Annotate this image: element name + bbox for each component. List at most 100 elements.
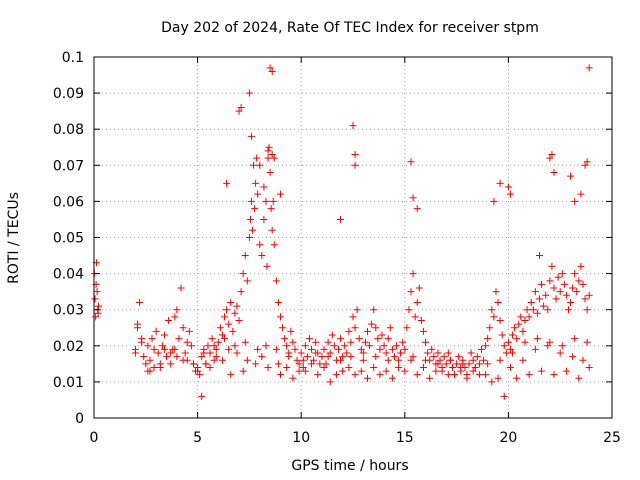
data-point [558, 342, 566, 350]
chart-title: Day 202 of 2024, Rate Of TEC Index for r… [161, 20, 539, 36]
data-point [202, 360, 210, 368]
data-point [198, 392, 206, 400]
data-point [575, 277, 583, 285]
data-point [579, 356, 587, 364]
data-point [415, 284, 423, 292]
data-point [401, 345, 409, 353]
data-point [268, 150, 276, 158]
data-point [262, 342, 270, 350]
data-point [266, 169, 274, 177]
data-point [533, 309, 541, 317]
data-point [131, 349, 139, 357]
data-point [345, 363, 353, 371]
data-point [289, 338, 297, 346]
data-point [254, 345, 262, 353]
data-point [171, 313, 179, 321]
data-point [287, 327, 295, 335]
data-point [285, 353, 293, 361]
data-point [239, 367, 247, 375]
data-point [212, 353, 220, 361]
data-point [198, 353, 206, 361]
data-point [150, 345, 158, 353]
axis-ticks [93, 56, 613, 419]
data-point [438, 367, 446, 375]
data-point [531, 345, 539, 353]
data-point [339, 367, 347, 375]
data-point [376, 345, 384, 353]
x-tick-label: 15 [396, 430, 414, 446]
data-point [267, 205, 275, 213]
data-point [388, 374, 396, 382]
data-point [562, 367, 570, 375]
data-point [488, 378, 496, 386]
x-tick-label: 25 [603, 430, 621, 446]
data-point [538, 280, 546, 288]
data-point [173, 306, 181, 314]
data-point [269, 197, 277, 205]
data-point [428, 345, 436, 353]
data-point [403, 324, 411, 332]
data-point [239, 270, 247, 278]
data-point [538, 367, 546, 375]
data-point [467, 349, 475, 357]
data-point [382, 367, 390, 375]
data-point [393, 342, 401, 350]
data-point [235, 317, 243, 325]
data-point [173, 353, 181, 361]
data-point [258, 252, 266, 260]
data-point [486, 324, 494, 332]
data-point [212, 345, 220, 353]
data-point [347, 353, 355, 361]
data-point [266, 64, 274, 72]
data-point [318, 353, 326, 361]
data-point [94, 309, 102, 317]
data-point [264, 363, 272, 371]
data-point [364, 327, 372, 335]
data-point [297, 349, 305, 357]
data-point [509, 331, 517, 339]
data-point [488, 306, 496, 314]
data-point [247, 132, 255, 140]
data-point [550, 169, 558, 177]
data-point [310, 356, 318, 364]
data-point [432, 367, 440, 375]
data-point [502, 349, 510, 357]
data-point [264, 154, 272, 162]
data-point [299, 363, 307, 371]
data-point [506, 363, 514, 371]
data-point [531, 288, 539, 296]
data-point [320, 345, 328, 353]
data-point [585, 291, 593, 299]
data-point [361, 338, 369, 346]
data-point [482, 342, 490, 350]
data-point [548, 262, 556, 270]
data-point [556, 288, 564, 296]
data-point [265, 143, 273, 151]
data-point [276, 371, 284, 379]
data-point [249, 226, 257, 234]
data-point [308, 360, 316, 368]
data-point [253, 154, 261, 162]
data-point [281, 335, 289, 343]
data-point [571, 270, 579, 278]
y-tick-labels: 0 0.01 0.02 0.03 0.04 0.05 0.06 0.07 0.08 0.09 0.1 [53, 50, 84, 427]
data-point [167, 360, 175, 368]
data-point [243, 356, 251, 364]
data-point [231, 309, 239, 317]
data-point [573, 288, 581, 296]
data-point [475, 371, 483, 379]
data-point [225, 345, 233, 353]
data-point [457, 363, 465, 371]
data-point [138, 335, 146, 343]
data-point [349, 313, 357, 321]
y-tick-label: 0.06 [53, 194, 84, 210]
data-point [206, 349, 214, 357]
data-point [550, 371, 558, 379]
data-point [179, 324, 187, 332]
data-point [337, 356, 345, 364]
data-point [409, 353, 417, 361]
data-point [386, 324, 394, 332]
data-point [283, 342, 291, 350]
data-point [351, 161, 359, 169]
data-point [490, 197, 498, 205]
